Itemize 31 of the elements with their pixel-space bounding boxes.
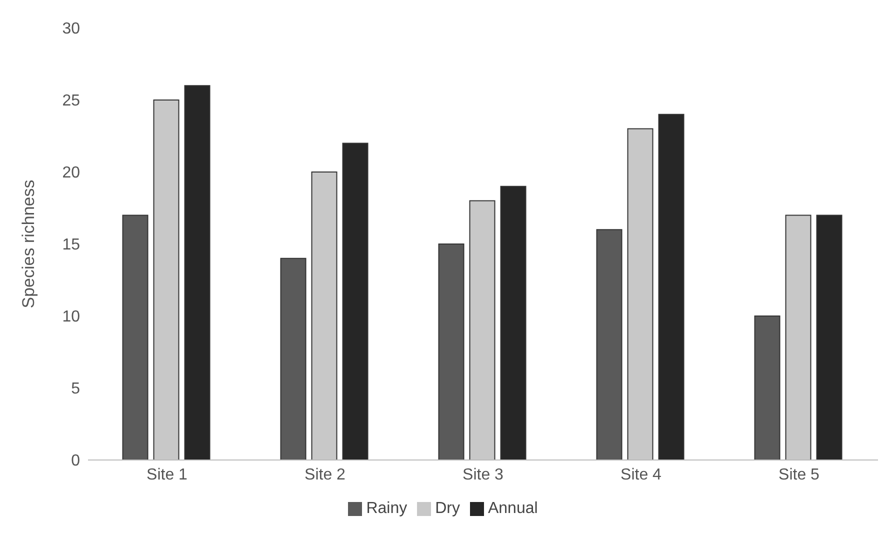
y-tick-label: 30	[62, 20, 80, 38]
y-tick-label: 5	[71, 380, 80, 398]
x-tick-label: Site 4	[620, 466, 662, 484]
legend-label: Annual	[488, 500, 538, 517]
bar	[596, 229, 622, 460]
bar	[754, 316, 780, 460]
bar	[469, 200, 496, 460]
y-tick-label: 20	[62, 164, 80, 182]
bar	[184, 85, 210, 460]
y-tick-label: 15	[62, 236, 80, 254]
x-tick-label: Site 5	[778, 466, 820, 484]
legend-label: Dry	[435, 500, 460, 517]
x-tick-label: Site 1	[146, 466, 188, 484]
y-tick-label: 10	[62, 308, 80, 326]
bar	[311, 172, 338, 460]
y-axis-title: Species richness	[19, 180, 38, 308]
bar	[627, 128, 654, 460]
bar	[785, 214, 812, 460]
bar	[658, 114, 684, 460]
bar	[816, 214, 842, 460]
bar	[342, 142, 368, 460]
bar	[438, 244, 464, 460]
y-tick-label: 0	[71, 452, 80, 470]
bar	[280, 258, 306, 460]
x-tick-label: Site 2	[304, 466, 346, 484]
bar	[153, 100, 180, 460]
y-tick-label: 25	[62, 92, 80, 110]
x-tick-label: Site 3	[462, 466, 504, 484]
legend-label: Rainy	[366, 500, 408, 517]
bar	[122, 214, 148, 460]
bar	[500, 186, 526, 460]
